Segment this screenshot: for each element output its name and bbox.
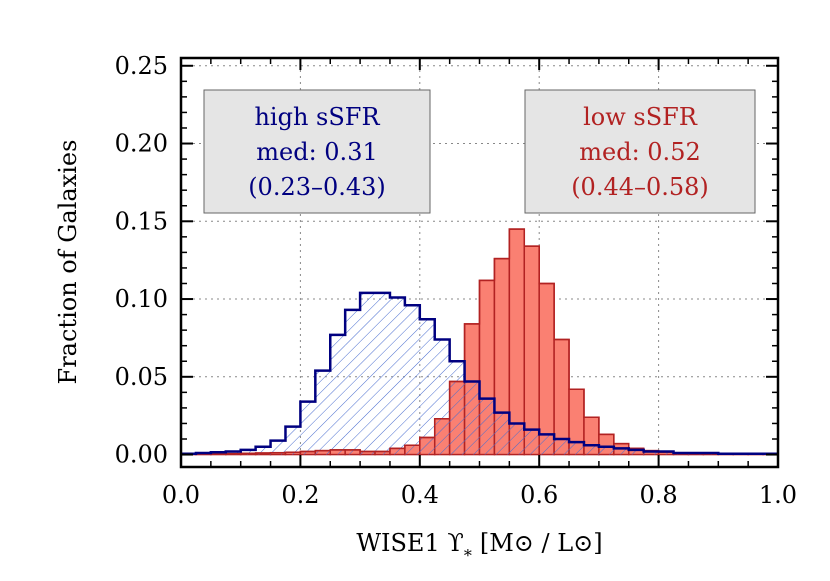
low-ssfr-legend-bg <box>524 89 756 214</box>
high-ssfr-bar <box>434 339 450 455</box>
high-ssfr-bar <box>524 429 540 455</box>
high-ssfr-outline <box>181 291 778 456</box>
x-tick-label-2: 0.4 <box>401 481 439 509</box>
high-ssfr-legend-box: high sSFR med: 0.31 (0.23–0.43) <box>203 89 431 214</box>
high-ssfr-bar <box>345 309 361 455</box>
x-tick-labels: 0.0 0.2 0.4 0.6 0.8 1.0 <box>162 481 797 509</box>
low-ssfr-legend-box: low sSFR med: 0.52 (0.44–0.58) <box>524 89 756 214</box>
high-ssfr-bar <box>628 449 644 455</box>
high-ssfr-bar <box>479 398 495 455</box>
low-ssfr-bar <box>523 245 540 456</box>
x-axis-title-main: WISE1 ϒ <box>356 529 463 557</box>
x-tick-label-3: 0.6 <box>520 481 558 509</box>
x-axis-title-sub: * <box>464 546 472 565</box>
y-tick-label-2: 0.10 <box>115 285 168 313</box>
high-ssfr-bar <box>330 334 346 455</box>
low-ssfr-bar <box>538 282 555 456</box>
low-ssfr-legend-line-2: med: 0.52 <box>579 138 700 166</box>
low-ssfr-legend-line-3: (0.44–0.58) <box>571 173 709 201</box>
x-axis-title-units: [M⊙ / L⊙] <box>480 529 603 557</box>
y-tick-label-3: 0.15 <box>115 207 168 235</box>
low-ssfr-bar <box>508 228 526 456</box>
high-ssfr-bar <box>464 381 480 455</box>
high-ssfr-bar <box>643 451 659 455</box>
high-ssfr-bar <box>449 361 465 455</box>
high-ssfr-bar <box>315 370 331 455</box>
high-ssfr-bar <box>509 423 525 455</box>
high-ssfr-bar <box>419 319 435 455</box>
y-tick-labels: 0.00 0.05 0.10 0.15 0.20 0.25 <box>115 52 168 469</box>
high-ssfr-legend-line-2: med: 0.31 <box>256 138 377 166</box>
high-ssfr-legend-line-1: high sSFR <box>254 103 380 131</box>
x-tick-label-5: 1.0 <box>759 481 797 509</box>
high-ssfr-bar <box>360 292 376 455</box>
high-ssfr-bar <box>285 426 301 455</box>
high-ssfr-bar <box>375 292 390 455</box>
y-tick-label-0: 0.00 <box>115 441 168 469</box>
high-ssfr-bars <box>181 292 778 455</box>
y-tick-label-4: 0.20 <box>115 130 168 158</box>
y-tick-label-1: 0.05 <box>115 363 168 391</box>
x-axis-title: WISE1 ϒ* [M⊙ / L⊙] <box>356 529 602 565</box>
high-ssfr-legend-line-3: (0.23–0.43) <box>248 173 386 201</box>
high-ssfr-bar <box>404 305 420 455</box>
low-ssfr-legend-line-1: low sSFR <box>583 103 698 131</box>
high-ssfr-bar <box>270 440 286 455</box>
high-ssfr-bar <box>240 449 256 455</box>
axis-ticks <box>180 58 779 467</box>
high-ssfr-bar <box>494 412 510 455</box>
high-ssfr-bar <box>554 439 570 455</box>
high-ssfr-bar <box>613 448 629 455</box>
y-tick-label-5: 0.25 <box>115 52 168 80</box>
x-tick-label-1: 0.2 <box>281 481 319 509</box>
x-tick-label-4: 0.8 <box>640 481 678 509</box>
histogram-outlines <box>181 228 778 456</box>
y-axis-title: Fraction of Galaxies <box>54 140 82 385</box>
high-ssfr-bar <box>583 445 599 455</box>
high-ssfr-legend-bg <box>203 89 431 214</box>
high-ssfr-bar <box>255 446 271 455</box>
high-ssfr-bar <box>658 451 674 455</box>
high-ssfr-bar <box>389 297 405 455</box>
low-ssfr-bar <box>553 338 570 456</box>
high-ssfr-bar <box>539 434 555 455</box>
x-tick-label-0: 0.0 <box>162 481 200 509</box>
high-ssfr-bar <box>598 446 614 455</box>
high-ssfr-bar <box>569 442 584 455</box>
high-ssfr-bar <box>300 401 316 455</box>
